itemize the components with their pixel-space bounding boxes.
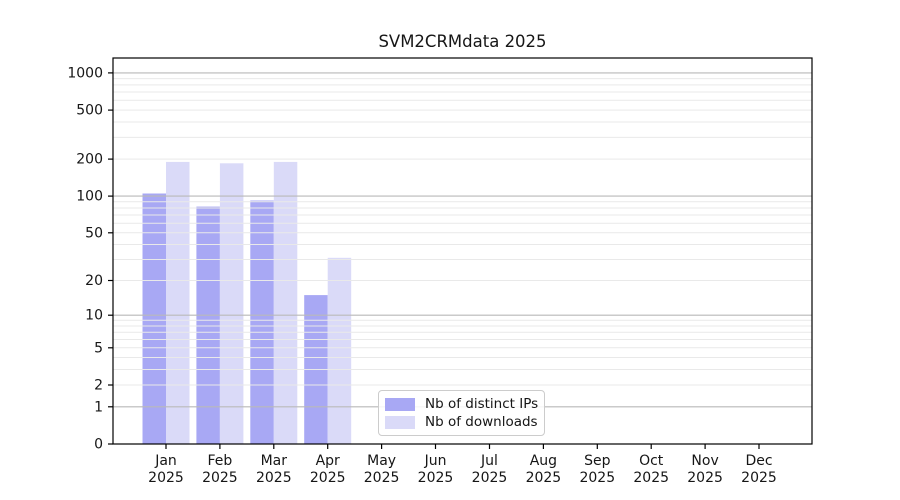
x-tick-label-year: 2025 [526,470,562,486]
legend-swatch-downloads [385,415,415,429]
x-tick-label-month: Apr [316,453,340,469]
bar-distinct-ips-mar [250,200,274,444]
legend-label-downloads: Nb of downloads [425,413,538,430]
legend-item-distinct-ips: Nb of distinct IPs [385,396,539,413]
bar-downloads-feb [219,163,244,445]
y-tick-label: 5 [94,340,103,356]
bar-downloads-apr [327,257,352,444]
x-tick-label-month: Jul [480,453,498,469]
x-tick-label-year: 2025 [310,470,346,486]
x-tick-label-month: May [367,453,396,469]
bar-distinct-ips-feb [196,206,220,444]
y-tick-label: 500 [76,103,103,119]
bar-downloads-mar [273,161,298,444]
y-tick-label: 1000 [67,65,103,81]
x-tick-label-month: Jan [154,453,177,469]
x-tick-label-month: Jun [424,453,447,469]
x-tick-label-month: Feb [208,453,233,469]
x-tick-label-month: Mar [261,453,288,469]
axis-frame [112,57,813,445]
y-tick-label: 2 [94,378,103,394]
x-tick-label-year: 2025 [741,470,777,486]
y-tick-label: 100 [76,189,103,205]
y-tick-label: 1 [94,399,103,415]
x-tick-label-year: 2025 [633,470,669,486]
bar-downloads-jan [166,161,190,444]
x-tick-label-year: 2025 [472,470,508,486]
legend-item-downloads: Nb of downloads [385,413,538,431]
x-tick-label-year: 2025 [148,470,184,486]
y-tick-label: 200 [76,152,103,168]
x-tick-label-year: 2025 [256,470,292,486]
y-tick-label: 20 [85,273,103,289]
legend: Nb of distinct IPs Nb of downloads [378,390,545,436]
bar-distinct-ips-jan [142,193,166,444]
x-tick-label-month: Aug [530,453,557,469]
x-tick-label-year: 2025 [418,470,454,486]
legend-label-distinct-ips: Nb of distinct IPs [425,396,539,412]
y-tick-label: 50 [85,225,103,241]
y-tick-label: 0 [94,437,103,453]
x-tick-label-year: 2025 [364,470,400,486]
legend-swatch-distinct-ips [385,398,415,412]
x-tick-label-month: Dec [745,453,772,469]
chart-title: SVM2CRMdata 2025 [378,32,547,51]
x-tick-label-month: Sep [584,453,611,469]
y-tick-label: 10 [85,308,103,324]
x-tick-label-month: Nov [691,453,718,469]
x-tick-label-month: Oct [639,453,664,469]
x-tick-label-year: 2025 [202,470,238,486]
x-tick-label-year: 2025 [579,470,615,486]
x-tick-label-year: 2025 [687,470,723,486]
